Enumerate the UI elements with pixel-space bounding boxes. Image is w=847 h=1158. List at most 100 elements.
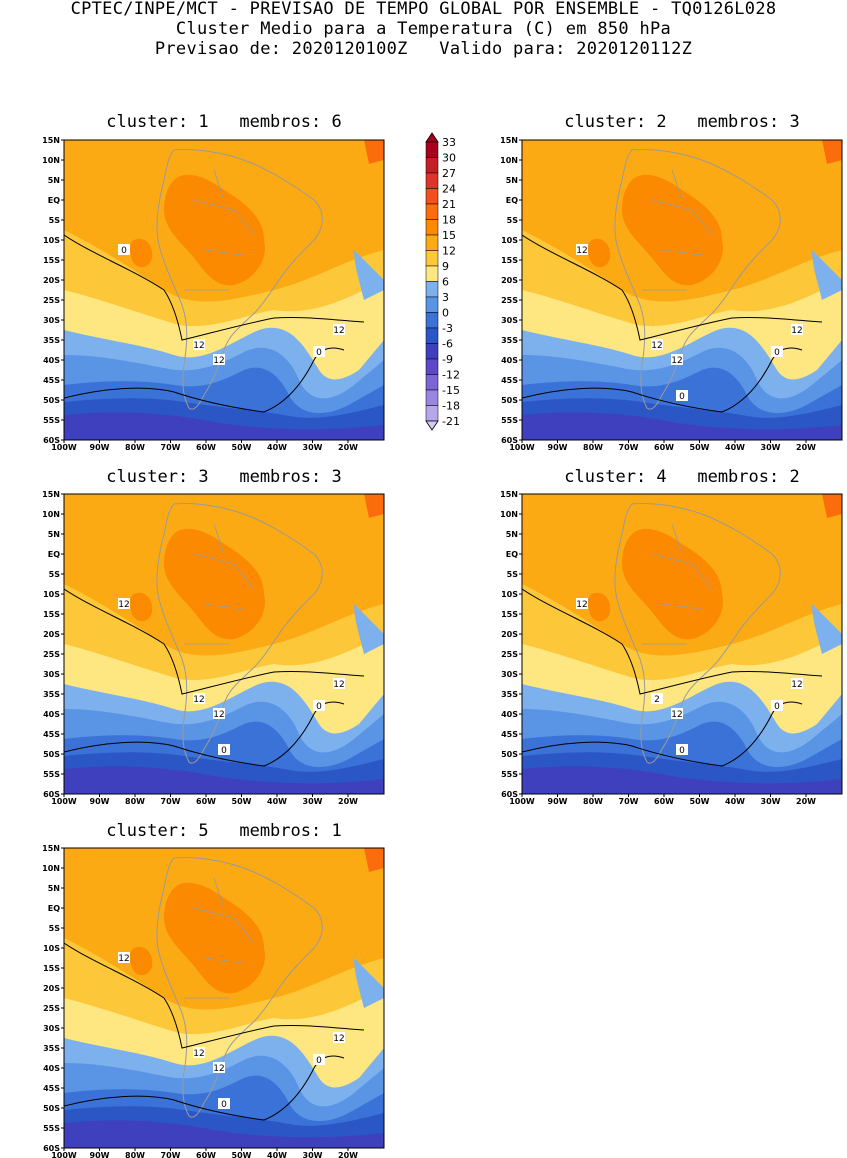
colorbar-label: -12 [442, 369, 460, 382]
temp-band-18-21 [164, 174, 265, 286]
svg-text:12: 12 [576, 246, 587, 256]
lat-label: 15S [43, 256, 60, 265]
lat-label: 20S [43, 984, 60, 993]
colorbar-swatch [425, 188, 439, 205]
lon-label: 80W [125, 443, 145, 452]
colorbar-top-arrow [425, 132, 439, 143]
colorbar-swatch [425, 281, 439, 298]
country-borders [642, 523, 713, 645]
panel-1-title: cluster: 1 membros: 6 [106, 112, 342, 132]
header-line-3: Previsao de: 2020120100Z Valido para: 20… [154, 39, 693, 59]
lon-label: 60W [196, 1151, 216, 1158]
temp-band-21-24 [822, 494, 842, 518]
colorbar-swatch [425, 203, 439, 220]
lon-label: 40W [267, 1151, 287, 1158]
colorbar-label: 9 [442, 260, 449, 273]
temp-band-18-21 [622, 528, 723, 640]
lat-label: 10N [42, 864, 60, 873]
lat-label: 30S [501, 670, 518, 679]
lat-label: 35S [43, 690, 60, 699]
colorbar-swatch [425, 374, 439, 391]
lat-label: 5N [506, 530, 518, 539]
lat-label: 25S [43, 1004, 60, 1013]
contour-label: 12 [193, 1047, 205, 1059]
svg-text:12: 12 [193, 341, 204, 351]
lat-label: 15N [500, 136, 518, 145]
lat-label: 35S [43, 336, 60, 345]
lat-label: 60S [501, 436, 518, 445]
colorbar-label: -3 [442, 322, 453, 335]
lon-label: 90W [548, 797, 568, 806]
lat-label: 25S [43, 296, 60, 305]
lat-label: 40S [43, 1064, 60, 1073]
lon-label: 90W [90, 797, 110, 806]
lat-label: EQ [48, 904, 60, 913]
lon-label: 40W [267, 443, 287, 452]
svg-text:0: 0 [679, 746, 685, 756]
lat-label: 20S [501, 630, 518, 639]
colorbar-swatch [425, 234, 439, 251]
temp-band-21-24 [822, 140, 842, 164]
colorbar-swatch [425, 219, 439, 236]
contour-label: 12 [118, 952, 130, 964]
svg-text:12: 12 [213, 356, 224, 366]
contour-label: 0 [771, 346, 783, 358]
coastline-outline [156, 503, 323, 764]
contour-label: 12 [193, 339, 205, 351]
lon-label: 20W [338, 443, 358, 452]
country-borders [184, 523, 255, 645]
colorbar-swatch [425, 343, 439, 360]
svg-text:12: 12 [213, 710, 224, 720]
svg-text:12: 12 [333, 326, 344, 336]
contour-label: 0 [218, 744, 230, 756]
lat-label: 10N [500, 156, 518, 165]
colorbar-swatch [425, 141, 439, 158]
lat-label: 5S [507, 570, 519, 579]
contour-label: 2 [651, 693, 663, 705]
lat-label: 10S [43, 236, 60, 245]
colorbar-swatch [425, 296, 439, 313]
svg-text:0: 0 [121, 246, 127, 256]
lat-label: 35S [501, 690, 518, 699]
contour-label: 0 [676, 744, 688, 756]
lat-label: 10S [501, 236, 518, 245]
colorbar-label: 30 [442, 152, 456, 165]
contour-label: 12 [193, 693, 205, 705]
contour-label: 12 [791, 678, 803, 690]
colorbar-label: -9 [442, 353, 453, 366]
map-panel-3: 12 12 12 12 0 0 15N 10N 5N EQ 5S 10S 15S 20S 25S 30S 35S… [42, 490, 385, 806]
lat-label: 25S [501, 296, 518, 305]
contour-12 [64, 588, 365, 695]
svg-text:12: 12 [118, 600, 129, 610]
svg-text:0: 0 [221, 1100, 227, 1110]
lat-label: 50S [43, 396, 60, 405]
lon-label: 70W [161, 443, 181, 452]
lon-label: 60W [654, 797, 674, 806]
coastline-outline [614, 503, 781, 764]
lon-label: 20W [338, 797, 358, 806]
lat-label: 50S [43, 750, 60, 759]
svg-text:12: 12 [193, 695, 204, 705]
lon-label: 100W [51, 443, 77, 452]
lon-label: 20W [796, 797, 816, 806]
temp-band-18-21 [164, 528, 265, 640]
temp-band-minus6-minus3 [522, 766, 842, 794]
svg-text:0: 0 [774, 348, 780, 358]
header-line-2: Cluster Medio para a Temperatura (C) em … [175, 19, 672, 39]
lon-label: 80W [583, 797, 603, 806]
lon-label: 30W [303, 797, 323, 806]
coastline-outline [156, 857, 323, 1118]
lat-label: 25S [43, 650, 60, 659]
temp-band-minus6-minus3 [64, 766, 384, 794]
lat-label: 10S [501, 590, 518, 599]
lon-label: 90W [90, 443, 110, 452]
lon-label: 20W [796, 443, 816, 452]
lat-label: 15N [500, 490, 518, 499]
lat-label: 55S [43, 770, 60, 779]
colorbar-swatch [425, 265, 439, 282]
lon-label: 50W [690, 797, 710, 806]
coastline-outline [614, 149, 781, 410]
colorbar-label: 0 [442, 307, 449, 320]
svg-text:2: 2 [654, 695, 660, 705]
temp-band-18-21-west [129, 238, 153, 268]
